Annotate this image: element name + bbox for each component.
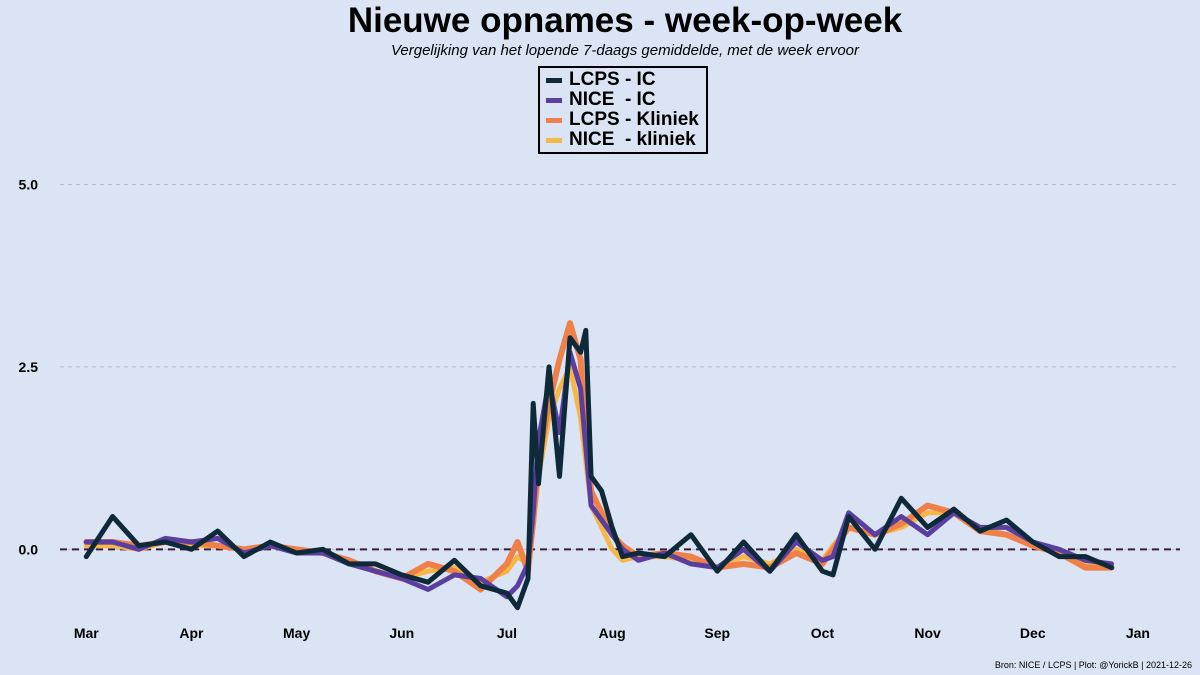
legend-swatch xyxy=(546,77,562,83)
y-tick-label: 0.0 xyxy=(19,541,39,557)
x-tick-label: Mar xyxy=(74,625,99,641)
x-tick-label: Oct xyxy=(811,625,835,641)
x-tick-label: Sep xyxy=(704,625,730,641)
x-tick-label: Dec xyxy=(1020,625,1046,641)
legend-swatch xyxy=(546,137,562,143)
legend-label: LCPS - Kliniek xyxy=(569,109,699,130)
legend-label: NICE - kliniek xyxy=(569,129,696,150)
x-tick-label: Apr xyxy=(179,625,204,641)
series-line-0 xyxy=(83,327,1115,611)
legend-item: NICE - IC xyxy=(546,89,706,110)
series-line-1 xyxy=(83,349,1115,600)
x-tick-label: Jul xyxy=(497,625,517,641)
x-tick-label: May xyxy=(283,625,310,641)
legend-label: NICE - IC xyxy=(569,89,656,110)
chart-title: Nieuwe opnames - week-op-week xyxy=(347,1,903,40)
source-credit: Bron: NICE / LCPS | Plot: @YorickB | 202… xyxy=(994,660,1192,670)
legend-label: LCPS - IC xyxy=(569,69,656,90)
legend-item: NICE - kliniek xyxy=(546,129,706,150)
legend-swatch xyxy=(546,117,562,123)
x-tick-label: Jan xyxy=(1126,625,1150,641)
x-tick-label: Aug xyxy=(599,625,626,641)
legend-item: LCPS - Kliniek xyxy=(546,109,706,130)
y-tick-label: 5.0 xyxy=(19,176,39,192)
legend: LCPS - IC NICE - IC LCPS - Kliniek NICE - k… xyxy=(538,66,708,154)
x-tick-label: Jun xyxy=(389,625,414,641)
chart-subtitle: Vergelijking van het lopende 7-daags gem… xyxy=(390,42,860,59)
legend-item: LCPS - IC xyxy=(546,69,706,90)
legend-swatch xyxy=(546,97,562,103)
y-tick-label: 2.5 xyxy=(19,359,39,375)
x-tick-label: Nov xyxy=(914,625,941,641)
